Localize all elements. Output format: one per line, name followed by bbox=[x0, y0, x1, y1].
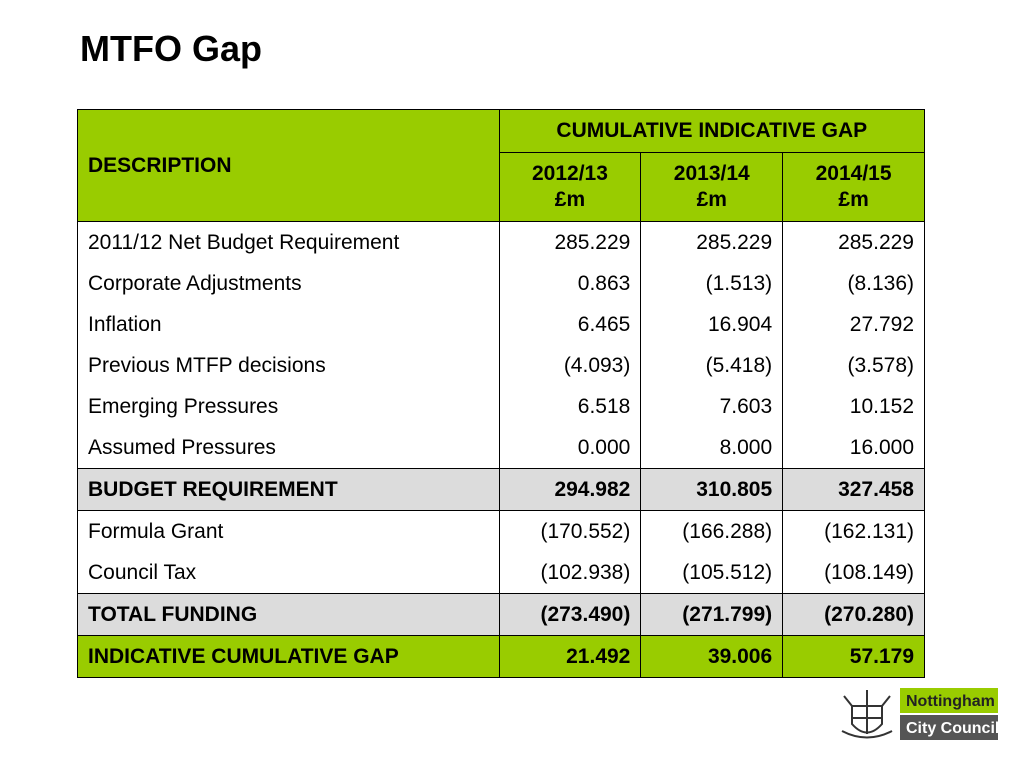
logo-box-top bbox=[900, 688, 998, 713]
row-value: 27.792 bbox=[782, 304, 925, 345]
column-unit: £m bbox=[838, 188, 869, 211]
title: MTFO Gap bbox=[80, 28, 262, 69]
column-unit: £m bbox=[554, 188, 586, 211]
row-value: (108.149) bbox=[782, 552, 925, 594]
row-value: 7.603 bbox=[640, 386, 784, 427]
table-row: Inflation 6.465 16.904 27.792 bbox=[77, 304, 925, 345]
row-value: (170.552) bbox=[498, 510, 642, 552]
row-value: 57.179 bbox=[782, 635, 925, 678]
row-value: 21.492 bbox=[498, 635, 642, 678]
row-value: 310.805 bbox=[640, 468, 784, 511]
row-value: 285.229 bbox=[640, 221, 784, 263]
row-label: Assumed Pressures bbox=[77, 427, 500, 469]
column-year: 2012/13 bbox=[531, 162, 608, 185]
row-value: (105.512) bbox=[640, 552, 784, 594]
row-label: Inflation bbox=[77, 304, 500, 345]
row-label: Formula Grant bbox=[77, 510, 500, 552]
row-label: Council Tax bbox=[77, 552, 500, 594]
column-header: 2012/13 £m bbox=[498, 152, 642, 222]
row-value: 294.982 bbox=[498, 468, 642, 511]
row-value: 327.458 bbox=[782, 468, 925, 511]
table-row: Emerging Pressures 6.518 7.603 10.152 bbox=[77, 386, 925, 427]
row-value: 39.006 bbox=[640, 635, 784, 678]
logo-line2: City Council bbox=[906, 720, 999, 737]
row-value: (271.799) bbox=[640, 593, 784, 636]
table-row: Council Tax (102.938) (105.512) (108.149) bbox=[77, 552, 925, 594]
header-group: CUMULATIVE INDICATIVE GAP bbox=[498, 109, 926, 153]
row-label: Emerging Pressures bbox=[77, 386, 500, 427]
row-value: 285.229 bbox=[782, 221, 925, 263]
row-value: (270.280) bbox=[782, 593, 925, 636]
table-row: Formula Grant (170.552) (166.288) (162.131) bbox=[77, 510, 925, 552]
row-value: (102.938) bbox=[498, 552, 642, 594]
column-year: 2014/15 bbox=[815, 162, 892, 185]
header-description: DESCRIPTION bbox=[77, 109, 500, 222]
table-row: Assumed Pressures 0.000 8.000 16.000 bbox=[77, 427, 925, 469]
row-value: (162.131) bbox=[782, 510, 925, 552]
table-row: Corporate Adjustments 0.863 (1.513) (8.136) bbox=[77, 263, 925, 304]
row-value: (273.490) bbox=[498, 593, 642, 636]
row-label: 2011/12 Net Budget Requirement bbox=[77, 221, 500, 263]
table-row: TOTAL FUNDING (273.490) (271.799) (270.280) bbox=[77, 593, 925, 636]
row-label: TOTAL FUNDING bbox=[77, 593, 500, 636]
logo: Nottingham City Council bbox=[841, 688, 999, 740]
row-label: Corporate Adjustments bbox=[77, 263, 500, 304]
row-value: 285.229 bbox=[498, 221, 642, 263]
crest bbox=[841, 690, 893, 739]
row-value: (4.093) bbox=[498, 345, 642, 386]
row-value: (8.136) bbox=[782, 263, 925, 304]
column-header: 2014/15 £m bbox=[782, 152, 925, 222]
logo-line1: Nottingham bbox=[906, 693, 995, 710]
row-value: 8.000 bbox=[640, 427, 784, 469]
table: DESCRIPTION CUMULATIVE INDICATIVE GAP 20… bbox=[77, 109, 926, 678]
row-value: 10.152 bbox=[782, 386, 925, 427]
column-year: 2013/14 bbox=[673, 162, 750, 185]
row-value: (5.418) bbox=[640, 345, 784, 386]
row-value: (166.288) bbox=[640, 510, 784, 552]
row-value: 16.000 bbox=[782, 427, 925, 469]
table-row: Previous MTFP decisions (4.093) (5.418) (3.… bbox=[77, 345, 925, 386]
row-value: 16.904 bbox=[640, 304, 784, 345]
row-value: 6.518 bbox=[498, 386, 642, 427]
table-row: INDICATIVE CUMULATIVE GAP 21.492 39.006 57.… bbox=[77, 635, 925, 678]
row-value: 6.465 bbox=[498, 304, 642, 345]
row-label: Previous MTFP decisions bbox=[77, 345, 500, 386]
table-row: BUDGET REQUIREMENT 294.982 310.805 327.458 bbox=[77, 468, 925, 511]
row-value: (3.578) bbox=[782, 345, 925, 386]
table-row: 2011/12 Net Budget Requirement 285.229 285… bbox=[77, 221, 925, 263]
row-value: (1.513) bbox=[640, 263, 784, 304]
logo-box-bottom bbox=[900, 715, 998, 740]
row-label: BUDGET REQUIREMENT bbox=[77, 468, 500, 511]
row-label: INDICATIVE CUMULATIVE GAP bbox=[77, 635, 500, 678]
row-value: 0.000 bbox=[498, 427, 642, 469]
column-header: 2013/14 £m bbox=[640, 152, 784, 222]
column-unit: £m bbox=[696, 188, 727, 211]
row-value: 0.863 bbox=[498, 263, 642, 304]
